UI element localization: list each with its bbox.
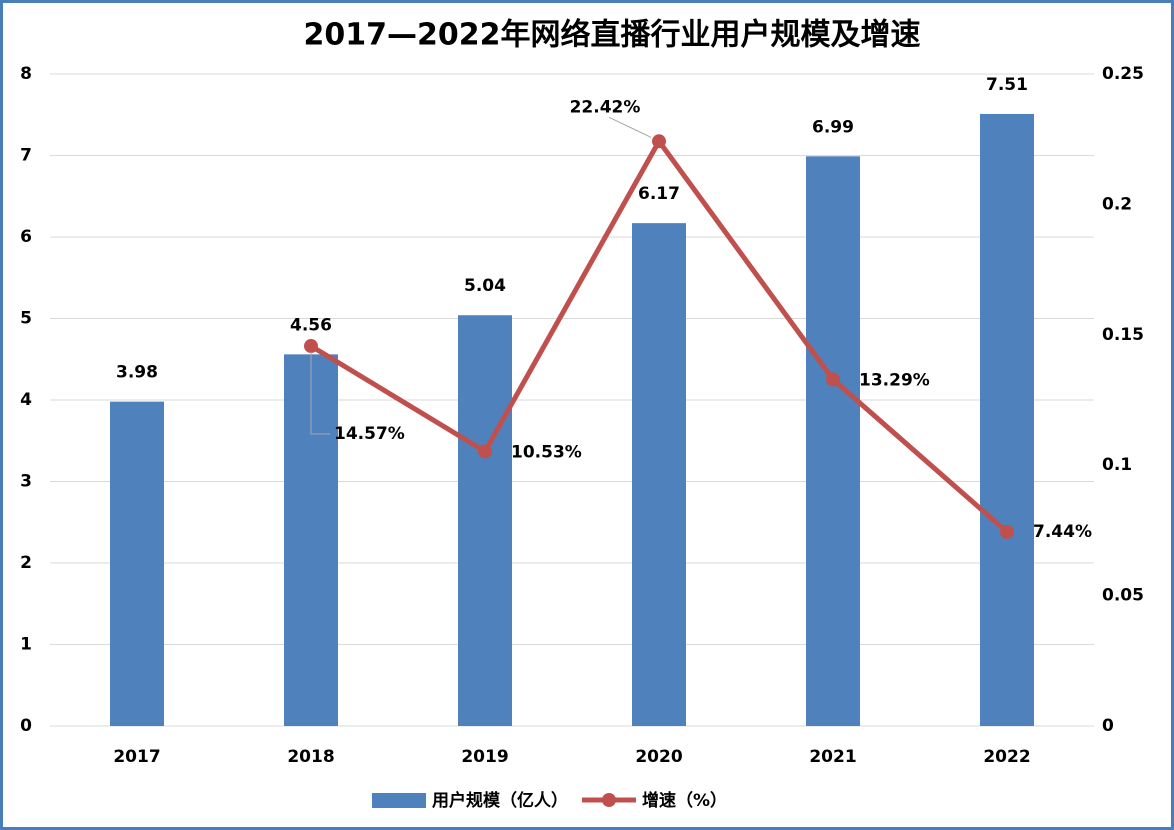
legend-swatch [372,793,426,808]
line-point [826,372,840,387]
y-tick-label: 6 [20,227,32,247]
bar-value-label: 7.51 [986,75,1028,95]
x-tick-label: 2017 [113,747,160,767]
line-value-label: 7.44% [1033,522,1092,542]
bar [806,156,860,726]
bar-value-label: 5.04 [464,276,506,296]
line-value-label: 13.29% [859,370,930,390]
y-tick-label: 0 [20,716,32,736]
y2-tick-label: 0.05 [1102,586,1144,606]
y-tick-label: 5 [20,309,32,329]
x-tick-label: 2022 [983,747,1030,767]
bar-value-label: 6.17 [638,184,680,204]
legend-swatch [602,793,616,807]
legend-label: 增速（%） [642,790,727,811]
bar [110,401,164,726]
y-tick-label: 4 [20,390,32,410]
y2-tick-label: 0.1 [1102,455,1132,475]
line-point [652,134,666,149]
line-point [478,444,492,459]
x-tick-label: 2020 [635,747,682,767]
y2-tick-label: 0.15 [1102,325,1144,345]
y-tick-label: 1 [20,635,32,655]
bar [458,315,512,726]
x-tick-label: 2018 [287,747,334,767]
bar [980,113,1034,726]
bar-value-label: 6.99 [812,117,854,137]
y2-tick-label: 0 [1102,716,1114,736]
y-tick-label: 2 [20,553,32,573]
legend-label: 用户规模（亿人） [432,790,568,811]
y-tick-label: 8 [20,64,32,84]
x-tick-label: 2019 [461,747,508,767]
y-tick-label: 3 [20,472,32,492]
bar-value-label: 4.56 [290,315,332,335]
line-value-label: 10.53% [511,442,582,462]
line-point [304,339,318,354]
line-value-label: 14.57% [334,424,405,444]
leader-line [310,352,330,435]
y2-tick-label: 0.25 [1102,64,1144,84]
leader-line [608,116,652,138]
line-point [1000,524,1014,539]
y2-tick-label: 0.2 [1102,194,1132,214]
x-tick-label: 2021 [809,747,856,767]
chart-title: 2017—2022年网络直播行业用户规模及增速 [304,18,921,53]
bar [632,223,686,726]
bar-value-label: 3.98 [116,363,158,383]
line-value-label: 22.42% [570,97,641,117]
y-tick-label: 7 [20,146,32,166]
